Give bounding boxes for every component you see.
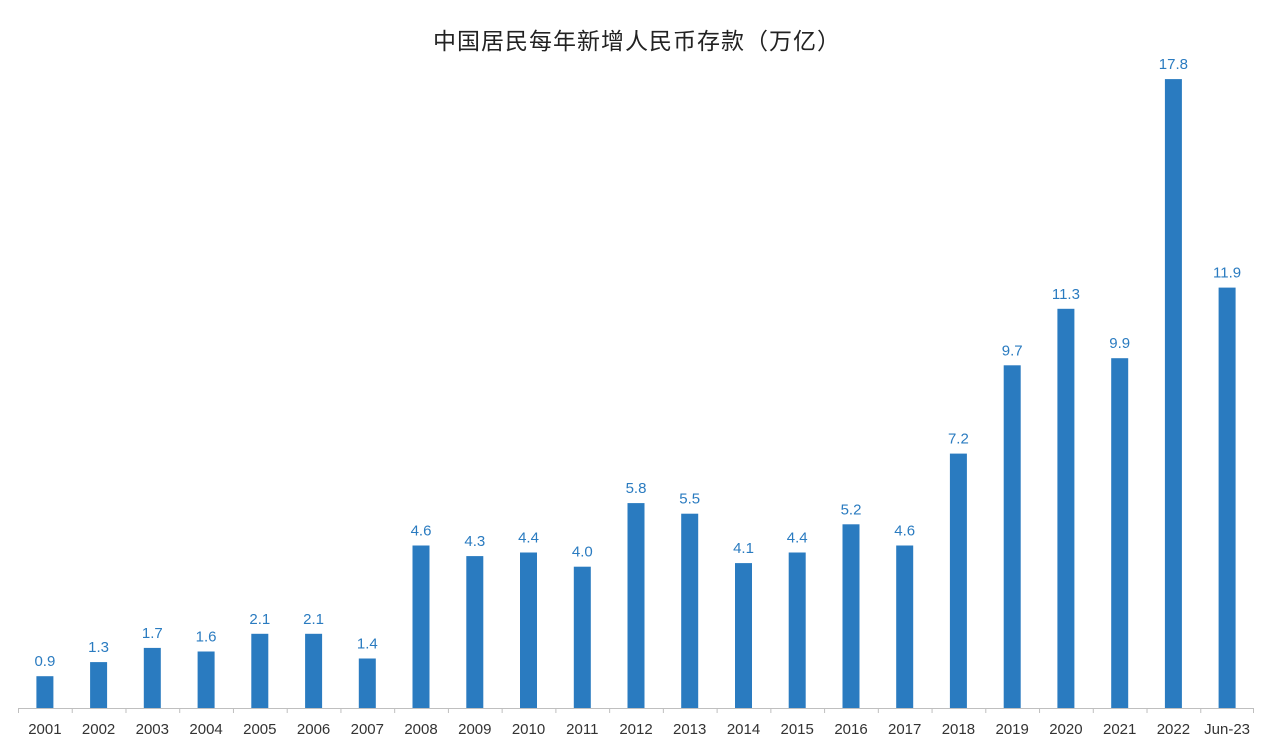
x-tick-label-2001: 2001 [28, 721, 61, 738]
data-label-2019: 9.7 [1002, 342, 1023, 359]
x-tick-label-2005: 2005 [243, 721, 276, 738]
x-tick-label-2022: 2022 [1157, 721, 1190, 738]
data-label-2010: 4.4 [518, 530, 539, 547]
bar-2003 [143, 647, 161, 708]
bar-2002 [90, 662, 108, 708]
x-tick-label-2014: 2014 [727, 721, 760, 738]
x-tick-label-2017: 2017 [888, 721, 921, 738]
data-label-2021: 9.9 [1109, 335, 1130, 352]
x-tick-label-2003: 2003 [136, 721, 169, 738]
data-label-2011: 4.0 [572, 544, 593, 561]
bar-2017 [896, 545, 914, 708]
data-label-2020: 11.3 [1052, 286, 1080, 303]
x-tick-label-2010: 2010 [512, 721, 545, 738]
data-label-2009: 4.3 [464, 533, 485, 550]
data-label-2004: 1.6 [196, 629, 217, 646]
chart-title: 中国居民每年新增人民币存款（万亿） [433, 29, 841, 55]
data-label-2016: 5.2 [841, 501, 862, 518]
x-tick-label-2002: 2002 [82, 721, 115, 738]
bar-2001 [36, 676, 54, 708]
x-tick-label-2016: 2016 [834, 721, 867, 738]
x-tick-label-2013: 2013 [673, 721, 706, 738]
bar-2016 [842, 524, 860, 708]
x-tick-label-2008: 2008 [404, 721, 437, 738]
data-label-2001: 0.9 [34, 653, 55, 670]
data-label-2005: 2.1 [249, 611, 270, 628]
bar-2013 [681, 513, 699, 708]
data-label-2013: 5.5 [679, 491, 700, 508]
bar-2021 [1111, 358, 1129, 708]
x-tick-label-2009: 2009 [458, 721, 491, 738]
bar-2008 [412, 545, 430, 708]
bar-2010 [520, 552, 537, 708]
x-tick-label-2015: 2015 [781, 721, 814, 738]
data-label-2006: 2.1 [303, 611, 324, 628]
data-label-2022: 17.8 [1159, 56, 1188, 73]
data-label-2003: 1.7 [142, 625, 163, 642]
x-tick-label-2006: 2006 [297, 721, 330, 738]
bar-2018 [949, 453, 967, 708]
bar-2005 [251, 633, 269, 708]
x-tick-label-2012: 2012 [619, 721, 652, 738]
bar-2006 [305, 633, 323, 708]
bar-2004 [197, 651, 215, 708]
data-label-2008: 4.6 [411, 523, 432, 540]
data-label-2015: 4.4 [787, 530, 808, 547]
x-tick-label-2020: 2020 [1049, 721, 1082, 738]
data-label-2002: 1.3 [88, 639, 109, 656]
x-tick-label-2019: 2019 [996, 721, 1029, 738]
bar-2019 [1003, 365, 1021, 708]
data-label-2017: 4.6 [894, 523, 915, 540]
data-label-2018: 7.2 [948, 431, 969, 448]
x-tick-label-2021: 2021 [1103, 721, 1136, 738]
data-label-2012: 5.8 [626, 480, 647, 497]
bar-2020 [1057, 308, 1075, 708]
data-label-Jun-23: 11.9 [1213, 265, 1241, 282]
x-tick-label-2018: 2018 [942, 721, 975, 738]
bar-2015 [788, 552, 806, 708]
x-tick-label-2007: 2007 [351, 721, 384, 738]
bar-2022 [1164, 79, 1182, 709]
bar-Jun-23 [1218, 287, 1236, 708]
data-label-2014: 4.1 [733, 540, 754, 557]
bar-2011 [573, 566, 591, 708]
bar-2009 [466, 556, 484, 708]
bar-2012 [627, 503, 645, 708]
x-tick-label-2004: 2004 [189, 721, 222, 738]
bar-2007 [358, 658, 376, 708]
bar-2014 [735, 563, 752, 708]
x-tick-label-Jun-23: Jun-23 [1204, 721, 1250, 738]
x-tick-label-2011: 2011 [566, 721, 598, 738]
data-label-2007: 1.4 [357, 636, 378, 653]
